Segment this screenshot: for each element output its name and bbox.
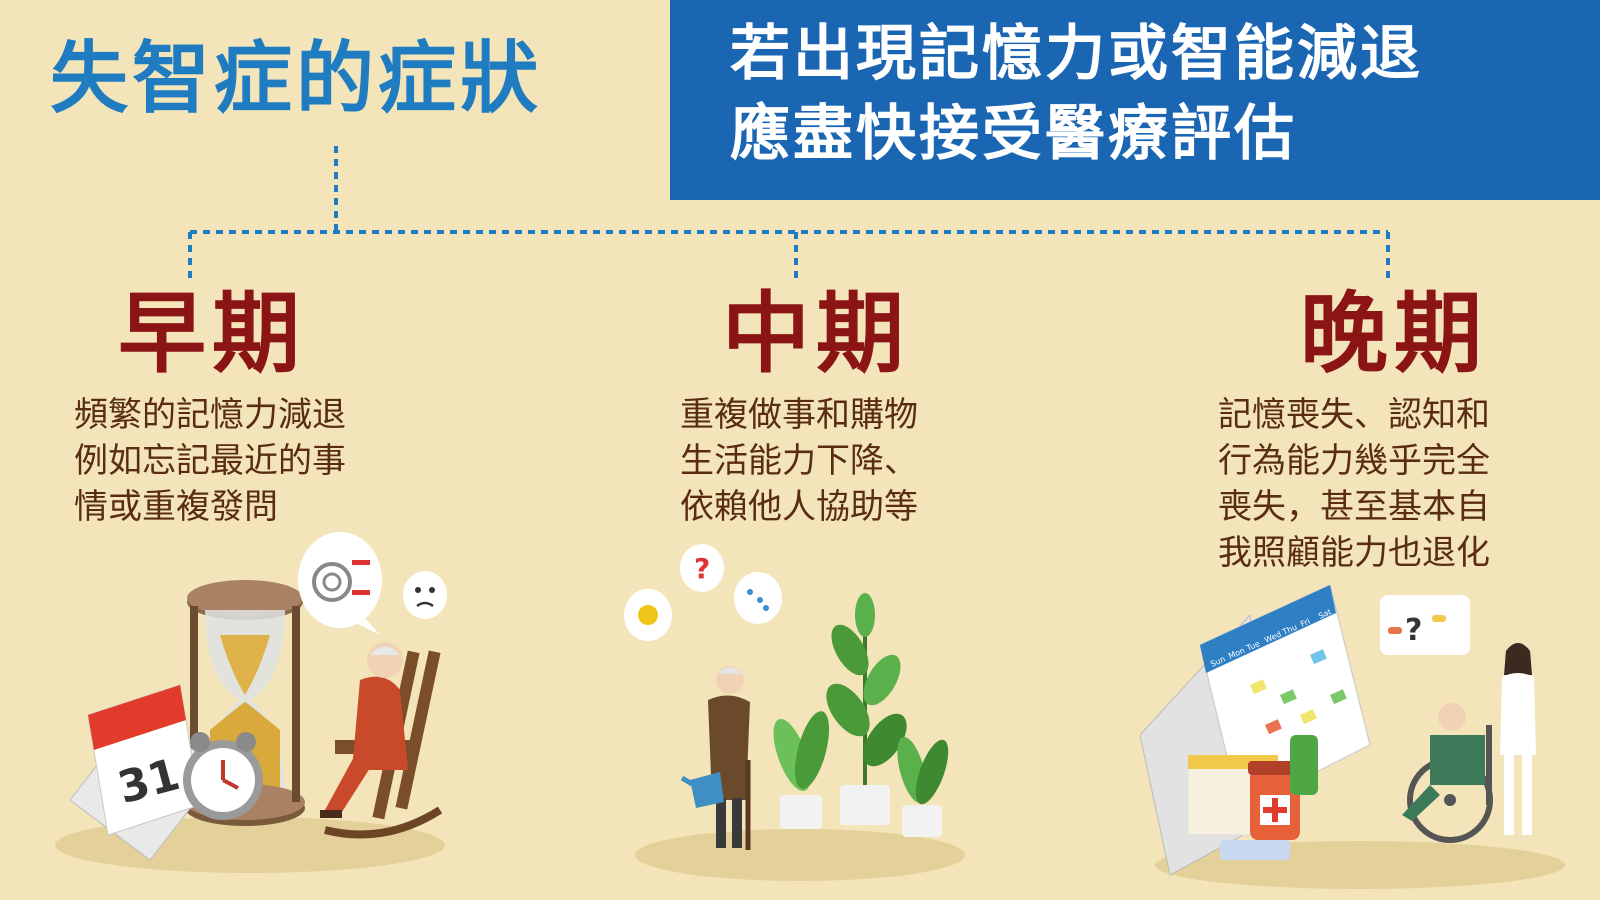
alarm-clock-icon bbox=[183, 732, 263, 820]
stage-middle: 中期 重複做事和購物 生活能力下降、 依賴他人協助等 bbox=[680, 290, 918, 530]
stage-late-label: 晚期 bbox=[1300, 282, 1489, 385]
calendar-icon: 31 bbox=[69, 684, 221, 861]
stage-late-line: 記憶喪失、認知和 bbox=[1218, 395, 1490, 435]
stage-early-label: 早期 bbox=[118, 282, 307, 385]
stage-early: 早期 頻繁的記憶力減退 例如忘記最近的事 情或重複發問 bbox=[74, 290, 346, 530]
elderly-man-with-cane bbox=[680, 666, 751, 850]
stage-middle-line: 重複做事和購物 bbox=[680, 395, 918, 435]
water-bubble bbox=[734, 572, 782, 624]
stage-late: 晚期 記憶喪失、認知和 行為能力幾乎完全 喪失，甚至基本自 我照顧能力也退化 bbox=[1218, 290, 1490, 576]
late-stage-illustration: Sun Mon Tue Wed Thu Fri Sat ? bbox=[1140, 585, 1565, 889]
question-mark: ? bbox=[1405, 613, 1422, 648]
stage-late-description: 記憶喪失、認知和 行為能力幾乎完全 喪失，甚至基本自 我照顧能力也退化 bbox=[1218, 392, 1490, 576]
question-bubble: ? bbox=[680, 544, 724, 592]
weekday-label: Fri bbox=[1299, 617, 1311, 629]
potted-plants bbox=[773, 593, 949, 837]
stage-early-line: 情或重複發問 bbox=[74, 487, 278, 527]
medicine-icon bbox=[1187, 735, 1318, 860]
page-title: 失智症的症狀 bbox=[50, 34, 543, 124]
connector-lines bbox=[188, 146, 1390, 282]
thought-bubble bbox=[298, 532, 447, 635]
stage-early-description: 頻繁的記憶力減退 例如忘記最近的事 情或重複發問 bbox=[74, 392, 346, 530]
sun-bubble bbox=[624, 589, 672, 641]
caregiver-nurse bbox=[1500, 643, 1536, 835]
banner-line-1: 若出現記憶力或智能減退 bbox=[730, 19, 1423, 89]
question-mark: ? bbox=[694, 552, 710, 585]
elderly-man-rocking-chair bbox=[320, 642, 443, 839]
stage-middle-line: 依賴他人協助等 bbox=[680, 487, 918, 527]
confused-speech-bubble: ? bbox=[1380, 595, 1470, 655]
banner-line-2: 應盡快接受醫療評估 bbox=[730, 99, 1297, 169]
middle-stage-illustration: ? bbox=[624, 544, 965, 881]
stage-middle-description: 重複做事和購物 生活能力下降、 依賴他人協助等 bbox=[680, 392, 918, 530]
stage-middle-label: 中期 bbox=[722, 282, 911, 385]
stage-late-line: 我照顧能力也退化 bbox=[1218, 533, 1490, 573]
stage-late-line: 喪失，甚至基本自 bbox=[1218, 487, 1490, 527]
early-stage-illustration: 31 bbox=[55, 532, 447, 873]
advice-banner: 若出現記憶力或智能減退 應盡快接受醫療評估 bbox=[670, 0, 1600, 200]
stage-early-line: 頻繁的記憶力減退 bbox=[74, 395, 346, 435]
wheelchair-patient bbox=[1402, 703, 1493, 843]
stage-early-line: 例如忘記最近的事 bbox=[74, 441, 346, 481]
stage-middle-line: 生活能力下降、 bbox=[680, 441, 918, 481]
stage-late-line: 行為能力幾乎完全 bbox=[1218, 441, 1490, 481]
